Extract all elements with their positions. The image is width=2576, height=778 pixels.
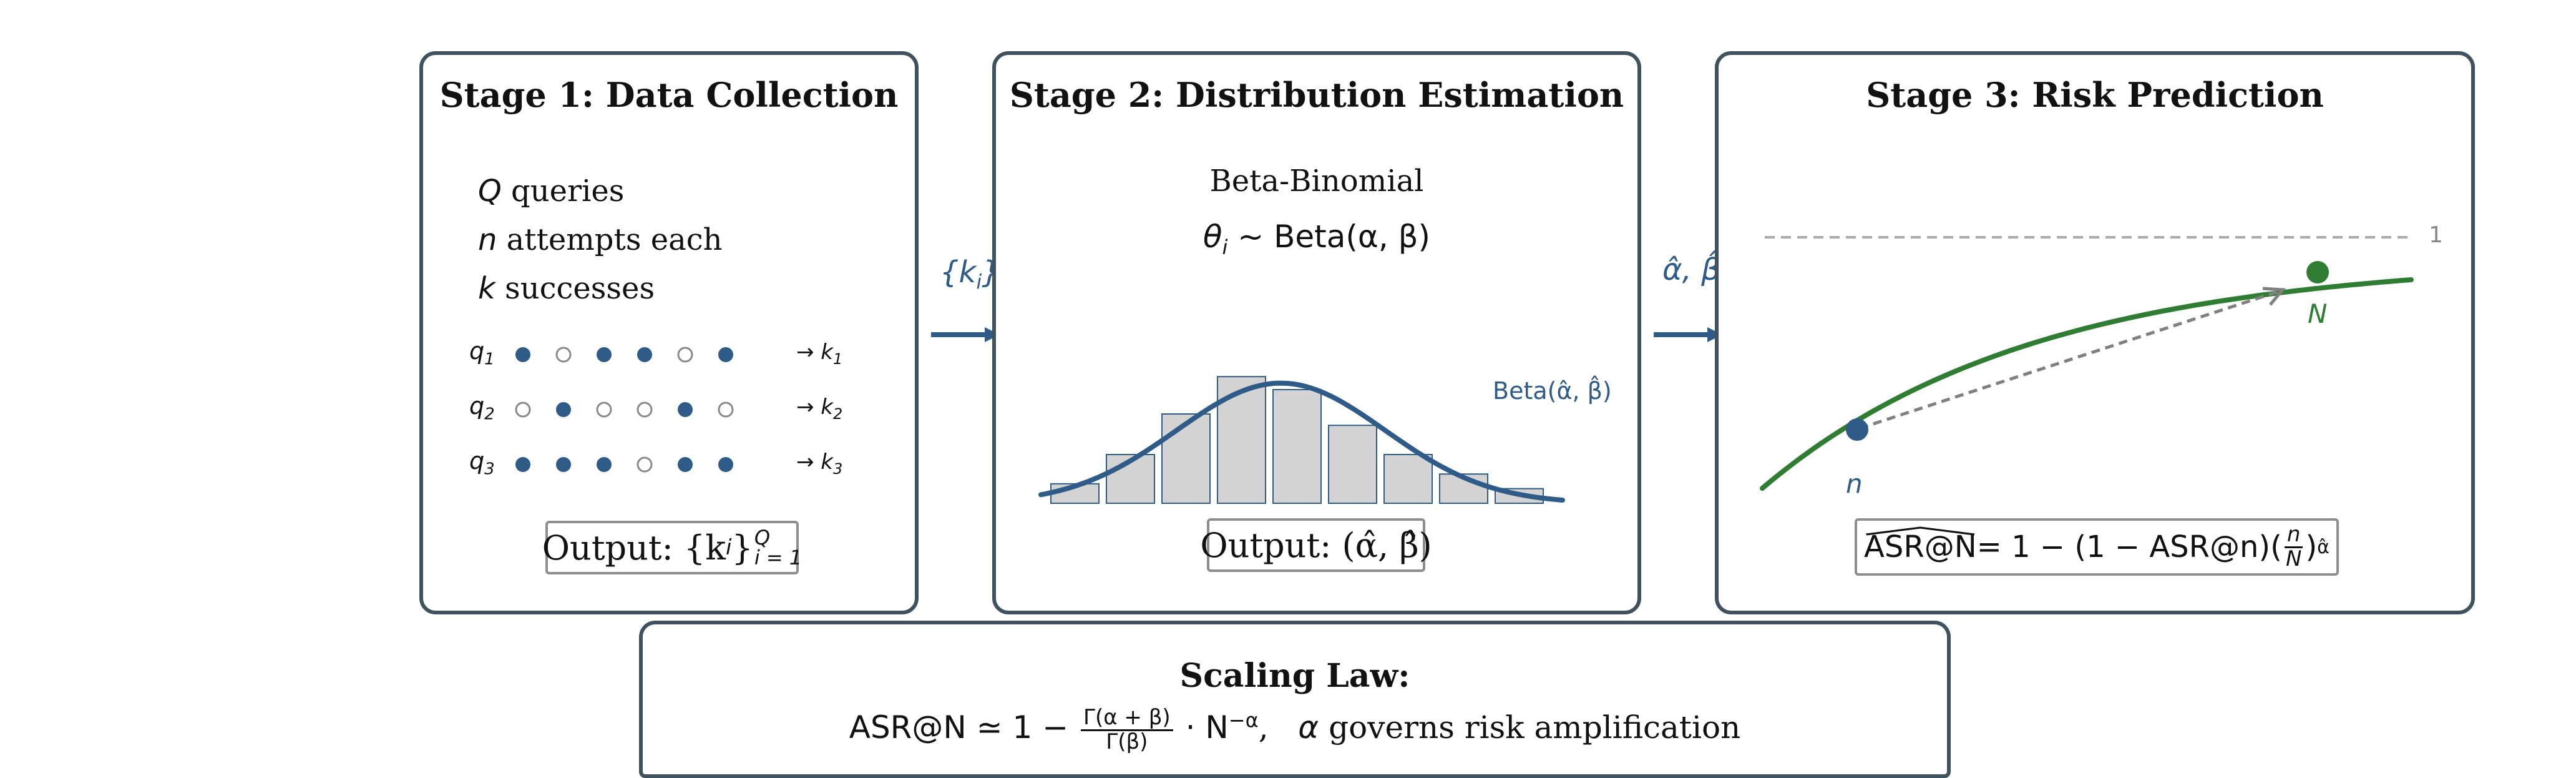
row-result-k1: → k1: [796, 340, 843, 368]
success-dot: [637, 347, 652, 362]
success-dot: [678, 457, 693, 472]
success-dot: [597, 347, 612, 362]
success-dot: [515, 457, 530, 472]
success-dot: [556, 402, 571, 417]
asymptote-label: 1: [2429, 222, 2443, 248]
row-label-q2: q2: [469, 392, 495, 424]
failure-dot: [596, 401, 612, 418]
stage1-line-successes: k successes: [478, 271, 655, 306]
stage2-title: Stage 2: Distribution Estimation: [1009, 75, 1624, 115]
failure-dot: [555, 347, 572, 363]
beta-curve-label: Beta(α̂, β̂): [1493, 377, 1612, 405]
point-n: [1846, 418, 1868, 441]
failure-dot: [637, 456, 653, 473]
success-dot: [718, 457, 733, 472]
histogram-bar: [1161, 413, 1211, 504]
scaling-law-title: Scaling Law:: [1179, 657, 1410, 695]
failure-dot: [637, 401, 653, 418]
row-result-k3: → k3: [796, 450, 843, 478]
risk-curve-plot: [1760, 236, 2414, 491]
stage1-line-queries: Q queries: [478, 174, 625, 209]
failure-dot: [515, 401, 531, 418]
success-dot: [718, 347, 733, 362]
extrapolation-arrowhead: [2262, 287, 2286, 306]
stage2-panel: Stage 2: Distribution Estimation Beta-Bi…: [992, 51, 1641, 614]
histogram-bar: [1272, 389, 1322, 504]
beta-fit-curve: [1038, 380, 1565, 503]
attempt-dots-grid: [515, 347, 734, 473]
success-dot: [678, 402, 693, 417]
stage3-title: Stage 3: Risk Prediction: [1866, 75, 2324, 115]
histogram-bar: [1217, 376, 1266, 505]
stage3-panel: Stage 3: Risk Prediction 1 n N ASR@N = 1…: [1715, 51, 2475, 614]
failure-dot: [718, 401, 734, 418]
beta-binomial-histogram: [1038, 376, 1565, 505]
row-label-q3: q3: [469, 447, 495, 479]
stage2-subtitle: Beta-Binomial: [1209, 164, 1424, 199]
extrapolation-arrow: [1859, 289, 2281, 430]
risk-curve: [1760, 277, 2414, 491]
row-label-q1: q1: [469, 337, 495, 369]
histogram-bar: [1383, 454, 1433, 504]
stage3-formula-box: ASR@N = 1 − (1 − ASR@n)(n N) α̂: [1855, 518, 2339, 576]
point-N-label: N: [2308, 298, 2328, 329]
stage2-output-box: Output: (α̂, β̂): [1200, 518, 1432, 572]
arrow1-label: {ki}: [940, 255, 1001, 294]
stage1-panel: Stage 1: Data Collection Q queries n att…: [419, 51, 919, 614]
stage1-title: Stage 1: Data Collection: [439, 75, 899, 115]
point-N: [2306, 261, 2329, 283]
stage2-formula: θi ∼ Beta(α, β): [1203, 219, 1431, 259]
failure-dot: [677, 347, 693, 363]
histogram-bar: [1328, 425, 1377, 505]
success-dot: [597, 457, 612, 472]
stage1-line-attempts: n attempts each: [478, 222, 723, 257]
row-result-k2: → k2: [796, 395, 843, 423]
scaling-law-formula: ASR@N ≃ 1 − Γ(α + β) Γ(β) · N−α, α govern…: [849, 705, 1741, 754]
arrow2-label: α̂, β̂: [1662, 252, 1720, 287]
success-dot: [515, 347, 530, 362]
point-n-label: n: [1846, 468, 1863, 499]
scaling-law-panel: Scaling Law: ASR@N ≃ 1 − Γ(α + β) Γ(β) · …: [639, 621, 1951, 778]
success-dot: [556, 457, 571, 472]
